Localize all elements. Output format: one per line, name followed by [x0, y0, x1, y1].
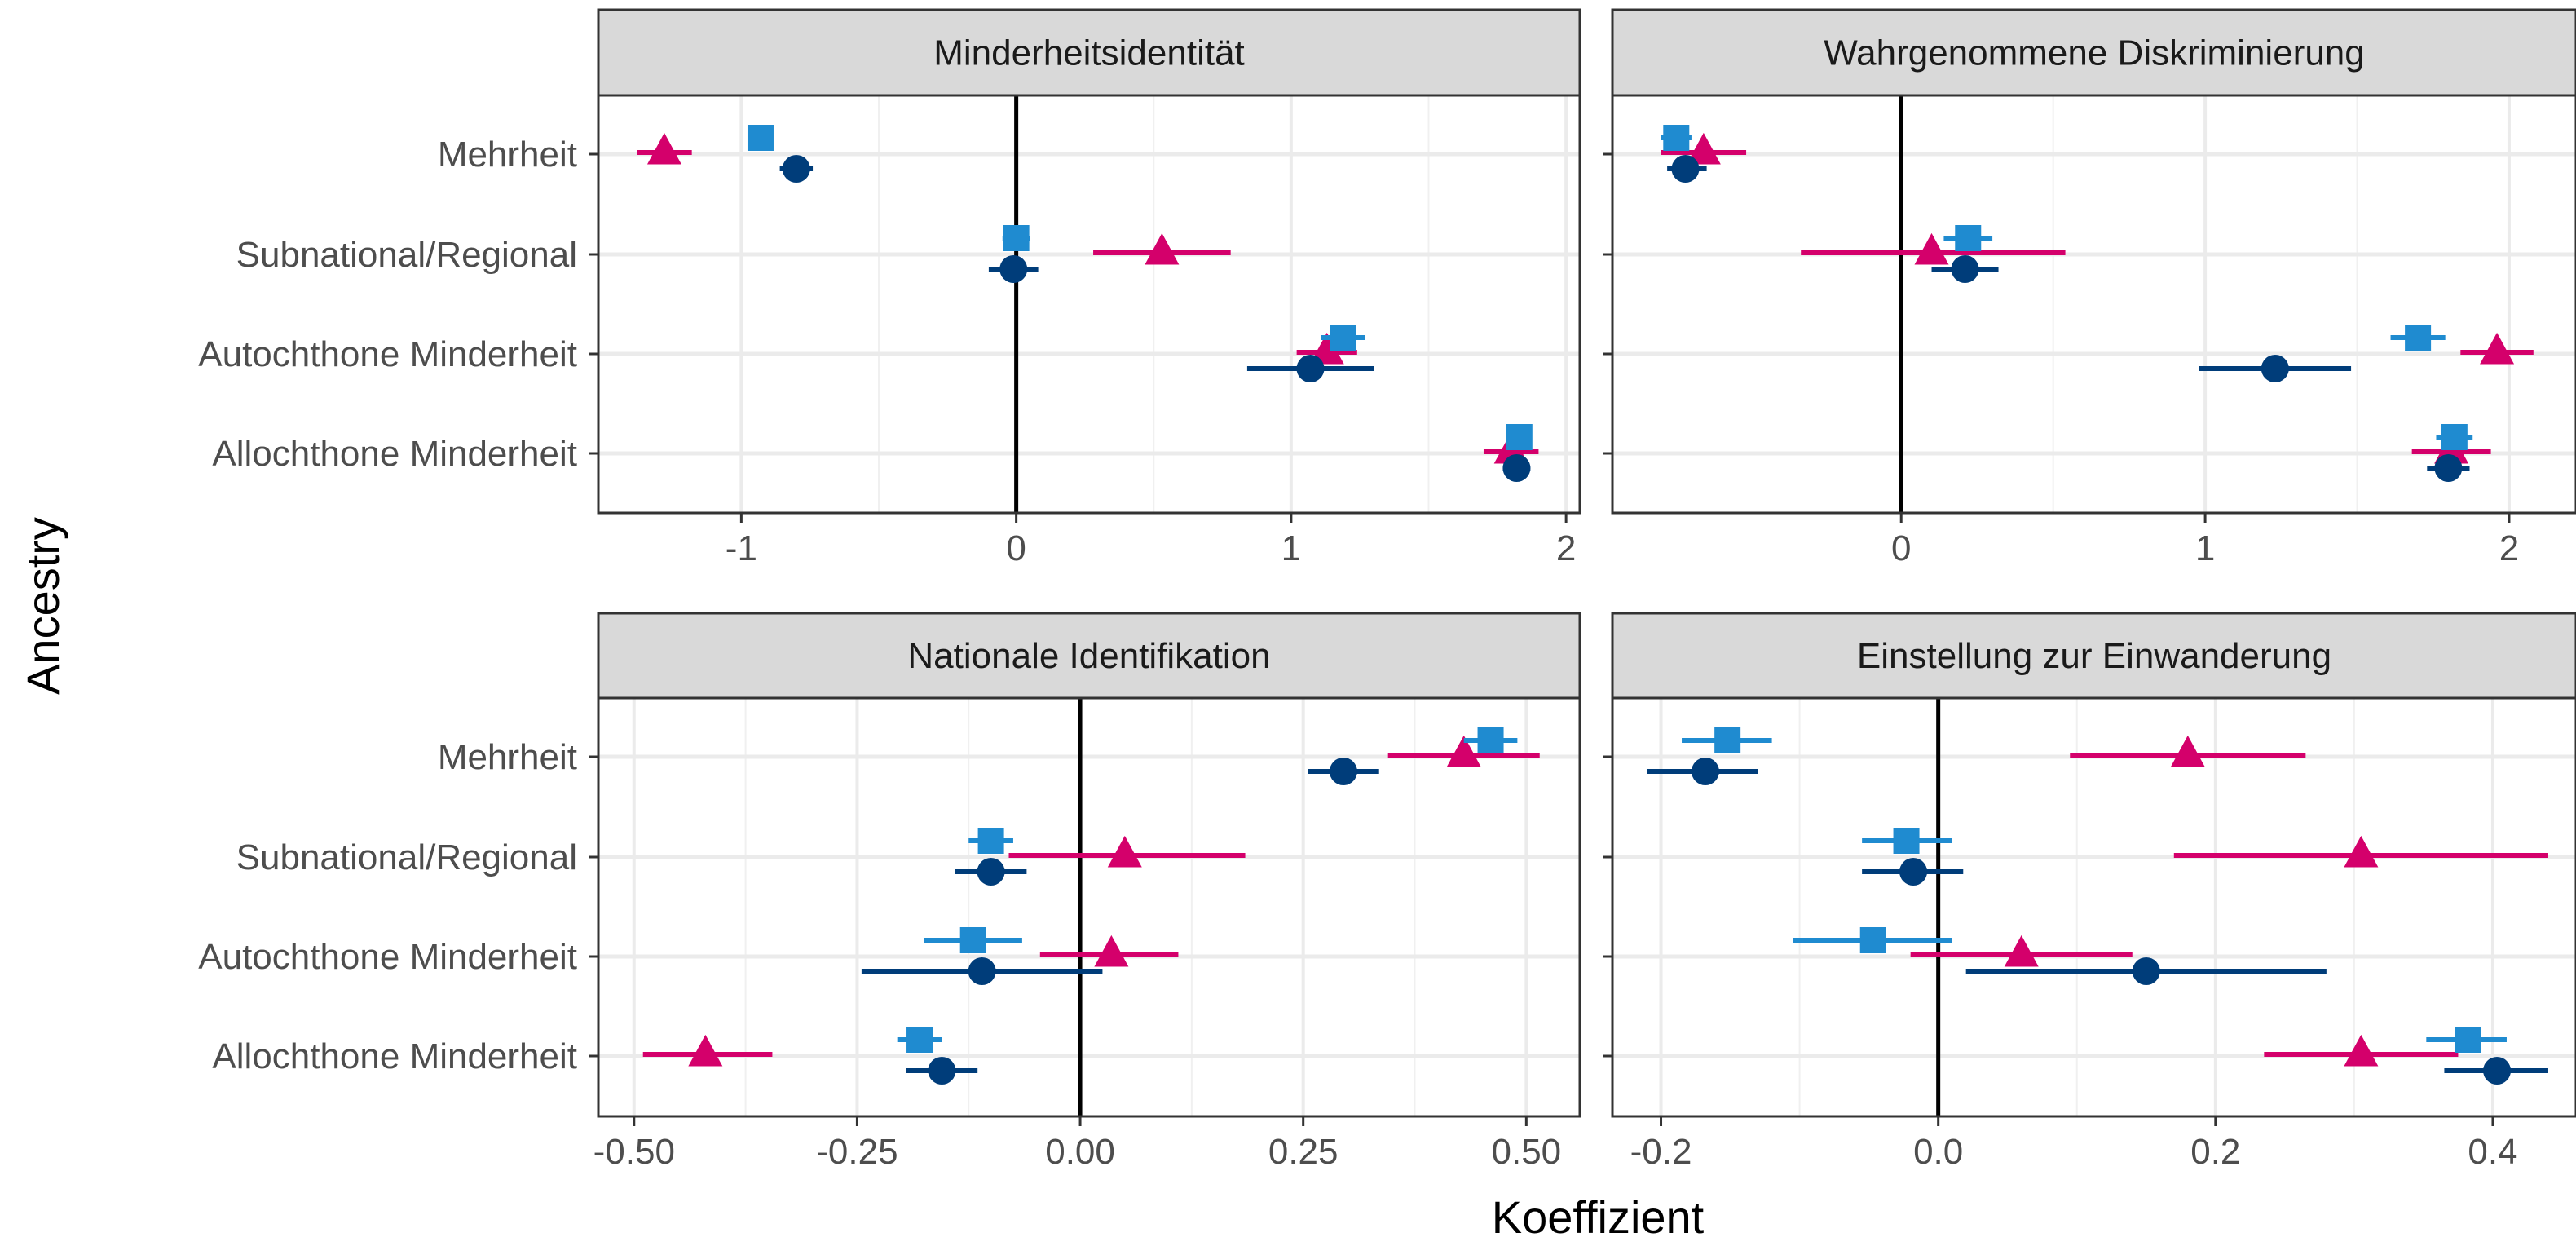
point-triangle-subnational-regional [1107, 835, 1142, 868]
point-circle-subnational-regional [1951, 255, 1979, 283]
point-square-subnational-regional [977, 828, 1004, 854]
panel-strip [1611, 8, 2576, 97]
y-tick-label: Mehrheit [438, 135, 577, 175]
x-axis-title: Koeffizient [1492, 1191, 1705, 1243]
x-tick-label: 0.50 [1492, 1132, 1562, 1172]
panel-title: Wahrgenommene Diskriminierung [1824, 33, 2365, 73]
y-tick-label: Mehrheit [438, 737, 577, 777]
point-circle-allochthone-minderheit [1502, 454, 1531, 482]
x-tick-label: 0 [1891, 528, 1911, 568]
plot-area [1612, 95, 2576, 513]
x-tick-label: 1 [1281, 528, 1301, 568]
point-circle-subnational-regional [1899, 858, 1928, 886]
panel-wahrgenommene-diskriminierung: Wahrgenommene Diskriminierung 0 1 2 [1603, 8, 2576, 568]
panel-border [1611, 696, 2576, 1118]
point-circle-allochthone-minderheit [2483, 1057, 2512, 1085]
x-tick-label: 0.4 [2468, 1132, 2517, 1172]
point-square-autochthone-minderheit [1330, 325, 1356, 351]
y-tick-label: Subnational/Regional [236, 837, 577, 877]
x-tick-label: -1 [726, 528, 757, 568]
point-square-autochthone-minderheit [1859, 927, 1886, 953]
panel-border [597, 94, 1581, 515]
panel-minderheitsidentit-t: Minderheitsidentität -1 0 1 2 Mehrheit Subnati… [198, 8, 1581, 568]
panel-title: Nationale Identifikation [907, 636, 1270, 676]
point-triangle-allochthone-minderheit [2344, 1034, 2379, 1067]
panel-nationale-identifikation: Nationale Identifikation -0.50 -0.25 0.00 0.… [198, 612, 1581, 1172]
point-circle-autochthone-minderheit [2132, 957, 2160, 985]
x-tick-label: 0.2 [2190, 1132, 2240, 1172]
panel-title: Einstellung zur Einwanderung [1857, 636, 2331, 676]
point-circle-allochthone-minderheit [928, 1057, 956, 1085]
plot-area [598, 698, 1580, 1116]
point-circle-mehrheit [1671, 155, 1700, 183]
point-square-mehrheit [1477, 727, 1504, 753]
y-tick-label: Subnational/Regional [236, 235, 577, 275]
plot-area [598, 95, 1580, 513]
panel-border [1611, 94, 2576, 515]
point-circle-allochthone-minderheit [2434, 454, 2463, 482]
x-tick-label: -0.2 [1630, 1132, 1692, 1172]
panel-strip [597, 8, 1581, 97]
point-square-autochthone-minderheit [959, 927, 986, 953]
panel-title: Minderheitsidentität [933, 33, 1245, 73]
x-tick-label: 0 [1006, 528, 1026, 568]
point-square-allochthone-minderheit [906, 1027, 933, 1053]
point-square-mehrheit [1714, 727, 1741, 753]
x-tick-label: -0.25 [816, 1132, 898, 1172]
point-circle-mehrheit [1329, 758, 1357, 785]
point-square-subnational-regional [1893, 828, 1920, 854]
point-triangle-autochthone-minderheit [1094, 934, 1129, 967]
x-tick-label: -0.50 [593, 1132, 675, 1172]
point-triangle-mehrheit [1446, 735, 1481, 767]
y-tick-label: Autochthone Minderheit [198, 937, 577, 977]
point-triangle-subnational-regional [1145, 232, 1180, 265]
point-triangle-allochthone-minderheit [688, 1034, 723, 1067]
point-triangle-mehrheit [2170, 735, 2205, 767]
x-tick-label: 1 [2195, 528, 2215, 568]
panel-strip [1611, 612, 2576, 700]
panel-border [597, 696, 1581, 1118]
point-square-allochthone-minderheit [2455, 1027, 2481, 1053]
x-tick-label: 0.25 [1268, 1132, 1339, 1172]
y-tick-label: Autochthone Minderheit [198, 334, 577, 374]
point-circle-mehrheit [1691, 758, 1719, 785]
point-circle-autochthone-minderheit [2261, 355, 2289, 382]
x-tick-label: 2 [2499, 528, 2519, 568]
panel-einstellung-zur-einwanderung: Einstellung zur Einwanderung -0.2 0.0 0.2 0.… [1603, 612, 2576, 1172]
x-tick-label: 2 [1556, 528, 1576, 568]
point-circle-subnational-regional [977, 858, 1005, 886]
point-triangle-subnational-regional [2344, 835, 2379, 868]
y-axis-title: Ancestry [17, 517, 68, 695]
point-square-subnational-regional [1955, 225, 1982, 251]
point-circle-autochthone-minderheit [1296, 355, 1325, 382]
plot-area [1612, 698, 2576, 1116]
point-triangle-autochthone-minderheit [2004, 934, 2039, 967]
point-square-mehrheit [1663, 125, 1690, 151]
point-triangle-subnational-regional [1914, 232, 1949, 265]
point-triangle-mehrheit [1686, 132, 1721, 165]
point-circle-autochthone-minderheit [968, 957, 996, 985]
point-square-mehrheit [747, 125, 774, 151]
point-circle-subnational-regional [999, 255, 1028, 283]
point-circle-mehrheit [782, 155, 810, 183]
point-square-allochthone-minderheit [2441, 424, 2468, 450]
x-tick-label: 0.0 [1913, 1132, 1963, 1172]
y-tick-label: Allochthone Minderheit [212, 1036, 577, 1076]
point-square-subnational-regional [1003, 225, 1030, 251]
point-square-autochthone-minderheit [2405, 325, 2432, 351]
point-triangle-autochthone-minderheit [1309, 332, 1344, 365]
point-triangle-mehrheit [646, 132, 681, 165]
point-square-allochthone-minderheit [1506, 424, 1533, 450]
y-tick-label: Allochthone Minderheit [212, 434, 577, 474]
point-triangle-autochthone-minderheit [2480, 332, 2515, 365]
panel-strip [597, 612, 1581, 700]
x-tick-label: 0.00 [1045, 1132, 1115, 1172]
